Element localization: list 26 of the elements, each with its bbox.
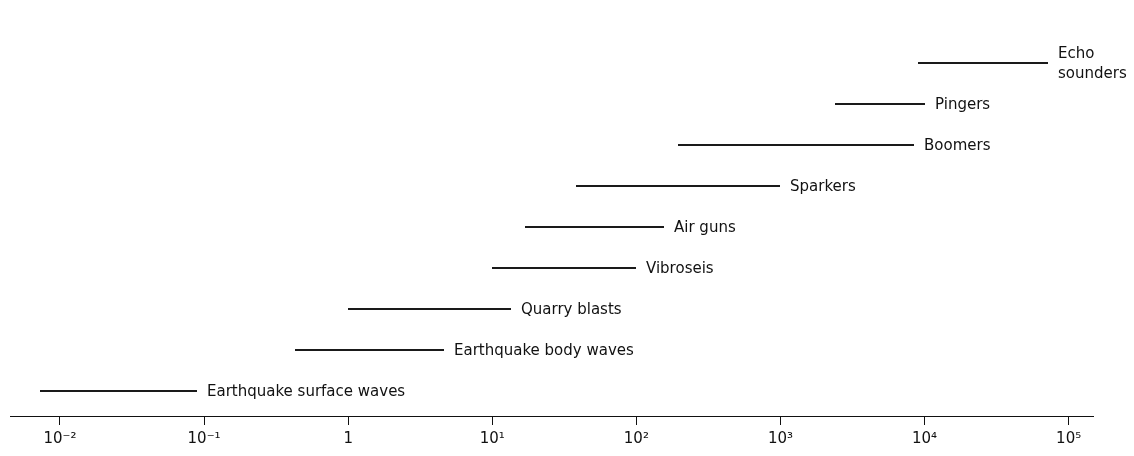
- y-tick-label: Air guns: [674, 218, 736, 236]
- x-tick-label: 10⁻¹: [187, 429, 221, 448]
- y-tick-label: Echo sounders: [1058, 44, 1127, 82]
- y-tick-label: Pingers: [935, 95, 991, 113]
- bar: [576, 185, 780, 187]
- y-tick-label: Quarry blasts: [521, 300, 622, 318]
- bar: [918, 62, 1048, 64]
- y-tick-label: Boomers: [924, 136, 991, 154]
- x-tick-label: 10³: [767, 429, 793, 448]
- bar: [835, 103, 925, 105]
- bar: [348, 308, 511, 310]
- y-tick-label: Vibroseis: [646, 259, 714, 277]
- x-tick-label: 10²: [623, 429, 649, 448]
- bar: [525, 226, 664, 228]
- x-tick-label: 10⁵: [1056, 429, 1082, 448]
- x-tick-label: 10¹: [479, 429, 505, 448]
- bar: [678, 144, 914, 146]
- y-tick-label: Earthquake body waves: [454, 341, 635, 359]
- bar: [295, 349, 444, 351]
- x-tick-label: 10⁻²: [43, 429, 77, 448]
- x-tick-label: 1: [343, 429, 353, 448]
- y-tick-label: Sparkers: [790, 177, 856, 195]
- bar: [492, 267, 636, 269]
- bar: [40, 390, 197, 392]
- x-tick-label: 10⁴: [911, 429, 938, 448]
- y-tick-label: Earthquake surface waves: [207, 382, 406, 400]
